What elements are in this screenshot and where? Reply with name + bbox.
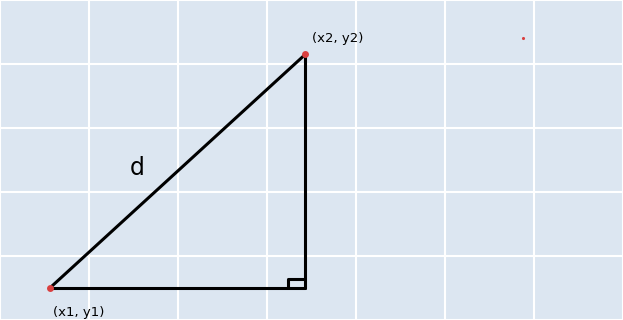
Point — [45, 285, 55, 291]
Point — [300, 52, 310, 57]
Text: (x2, y2): (x2, y2) — [312, 32, 363, 45]
Text: (x1, y1): (x1, y1) — [53, 306, 104, 319]
Point — [518, 36, 528, 41]
Text: d: d — [130, 156, 145, 180]
